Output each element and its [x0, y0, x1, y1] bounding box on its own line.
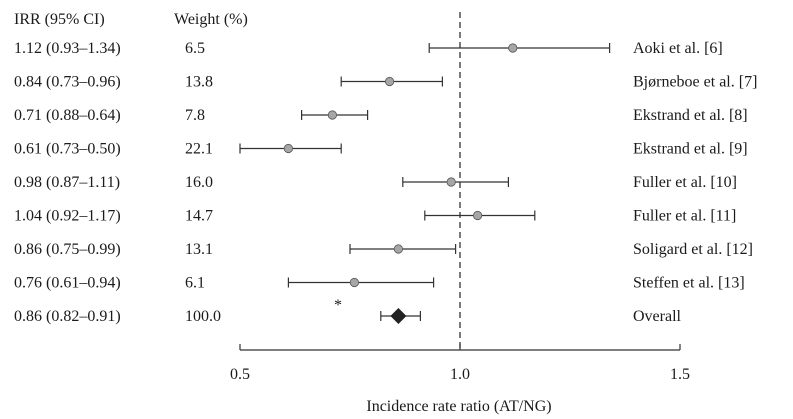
study-row: 0.76 (0.61–0.94) 6.1 Steffen et al. [13] [14, 275, 745, 292]
weight-column-header: Weight (%) [174, 11, 248, 28]
study-label: Fuller et al. [11] [633, 208, 736, 225]
weight-value: 6.5 [185, 40, 205, 57]
irr-ci-value: 0.86 (0.82–0.91) [14, 308, 121, 325]
x-tick-label: 1.0 [450, 366, 470, 383]
study-label: Overall [633, 308, 682, 325]
point-estimate [472, 210, 483, 221]
study-label: Ekstrand et al. [8] [633, 107, 748, 124]
irr-column-header: IRR (95% CI) [14, 11, 105, 28]
weight-value: 16.0 [185, 174, 213, 191]
x-axis: 0.5 1.0 1.5 [230, 344, 690, 383]
irr-ci-value: 0.98 (0.87–1.11) [14, 174, 120, 191]
study-label: Steffen et al. [13] [633, 275, 745, 292]
study-label: Fuller et al. [10] [633, 174, 737, 191]
weight-value: 13.1 [185, 241, 213, 258]
study-row: 0.86 (0.75–0.99) 13.1 Soligard et al. [12] [14, 241, 753, 258]
x-axis-label: Incidence rate ratio (AT/NG) [366, 398, 551, 415]
study-row: 0.98 (0.87–1.11) 16.0 Fuller et al. [10] [14, 174, 737, 191]
study-label: Ekstrand et al. [9] [633, 141, 748, 158]
weight-value: 100.0 [185, 308, 221, 325]
point-estimate [393, 244, 403, 254]
study-label: Soligard et al. [12] [633, 241, 753, 258]
study-row: 0.71 (0.88–0.64) 7.8 Ekstrand et al. [8] [14, 107, 748, 124]
irr-ci-value: 1.04 (0.92–1.17) [14, 208, 121, 225]
irr-ci-value: 0.71 (0.88–0.64) [14, 107, 121, 124]
irr-ci-value: 1.12 (0.93–1.34) [14, 40, 121, 57]
irr-ci-value: 0.86 (0.75–0.99) [14, 241, 121, 258]
study-rows: 1.12 (0.93–1.34) 6.5 Aoki et al. [6] 0.84 (… [14, 40, 757, 325]
x-tick-label: 0.5 [230, 366, 250, 383]
weight-value: 14.7 [185, 208, 213, 225]
point-estimate [508, 43, 518, 53]
point-estimate [349, 277, 359, 288]
study-row: 0.61 (0.73–0.50) 22.1 Ekstrand et al. [9] [14, 141, 748, 158]
significance-marker: * [334, 297, 342, 314]
x-tick-label: 1.5 [670, 366, 690, 383]
irr-ci-value: 0.76 (0.61–0.94) [14, 275, 121, 292]
study-row: 0.84 (0.73–0.96) 13.8 Bjørneboe et al. [7] [14, 74, 757, 91]
irr-ci-value: 0.84 (0.73–0.96) [14, 74, 121, 91]
weight-value: 22.1 [185, 141, 213, 158]
point-estimate [446, 177, 456, 187]
overall-row: 0.86 (0.82–0.91) 100.0 Overall [14, 308, 682, 325]
study-label: Aoki et al. [6] [633, 40, 723, 57]
weight-value: 13.8 [185, 74, 213, 91]
overall-estimate-diamond [390, 308, 407, 324]
point-estimate [283, 143, 293, 154]
study-label: Bjørneboe et al. [7] [633, 74, 757, 91]
irr-ci-value: 0.61 (0.73–0.50) [14, 141, 121, 158]
study-row: 1.12 (0.93–1.34) 6.5 Aoki et al. [6] [14, 40, 723, 57]
weight-value: 6.1 [185, 275, 205, 292]
study-row: 1.04 (0.92–1.17) 14.7 Fuller et al. [11] [14, 208, 736, 225]
point-estimate [384, 76, 395, 87]
point-estimate [327, 110, 337, 120]
weight-value: 7.8 [185, 107, 205, 124]
